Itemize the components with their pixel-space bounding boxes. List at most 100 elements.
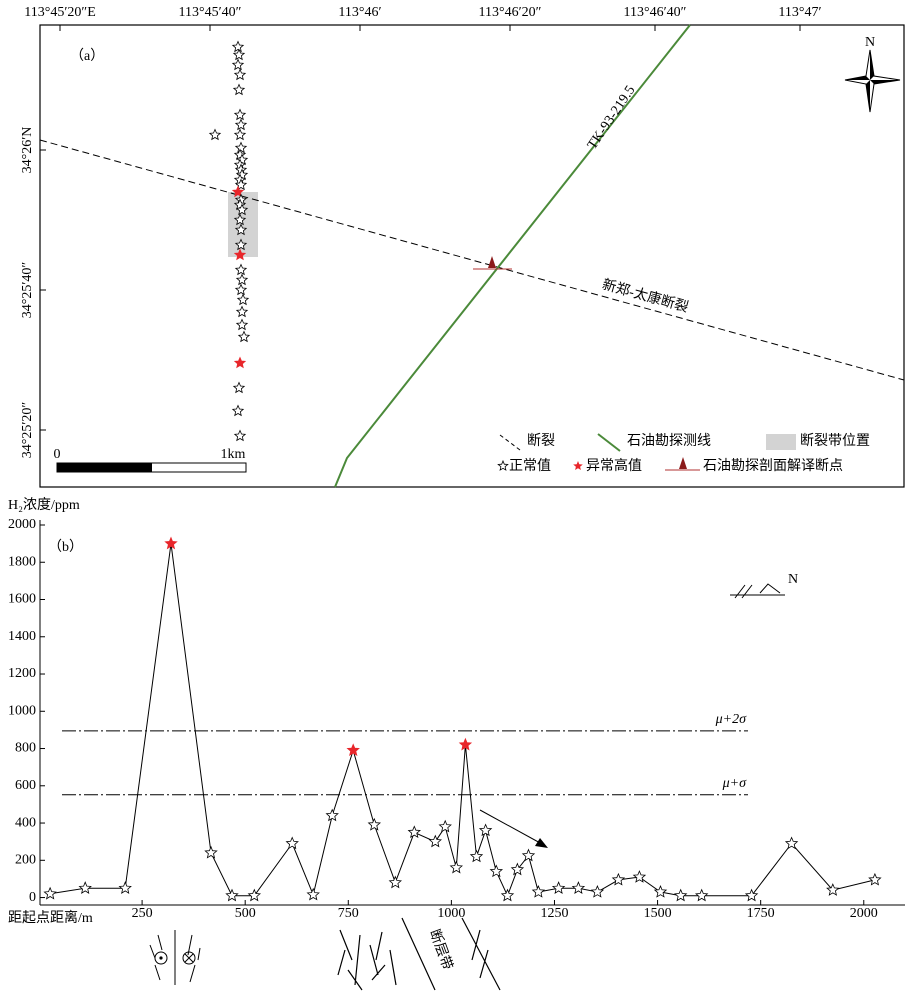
normal-site [239,332,249,342]
x-tick-label: 2000 [850,906,878,921]
data-point [502,890,513,901]
normal-site [235,70,245,80]
data-point [249,890,260,901]
into-page-x [185,954,193,962]
legend-zone [766,434,796,450]
normal-site [236,285,246,295]
map-panel-label: （a） [70,48,104,64]
survey-line-label: TK-93-219.5 [585,83,639,152]
longitude-label: 113°45′40″ [179,5,242,20]
y-tick-label: 400 [15,815,36,830]
data-point [746,890,757,901]
y-tick-label: 1600 [8,592,36,607]
data-point [573,882,584,893]
fault-label: 新郑-太康断裂 [600,276,690,316]
latitude-label: 34°25′40″ [20,262,35,319]
legend-label: 断裂带位置 [800,433,870,449]
longitude-label: 113°46′ [338,5,381,20]
x-axis-title: 距起点距离/m [8,909,93,926]
data-point [287,838,298,849]
longitude-label: 113°45′20″E [24,5,96,20]
y-tick-label: 1800 [8,554,36,569]
fault-sketch [150,930,200,985]
data-point [226,890,237,901]
out-of-page-dot [159,956,162,959]
y-tick-label: 200 [15,853,36,868]
data-line [50,544,875,896]
legend-label: 石油勘探剖面解译断点 [703,458,843,474]
x-tick-label: 1250 [540,906,568,921]
latitude-label: 34°26′N [20,127,35,174]
longitude-label: 113°46′20″ [479,5,542,20]
data-point [655,886,666,897]
breakpoint-mark [488,256,496,268]
data-point [480,825,491,836]
latitude-label: 34°25′20″ [20,402,35,459]
data-point [430,836,441,847]
legend-normal [498,461,508,470]
scale-label: 0 [54,447,61,462]
legend-anomaly [573,461,583,470]
x-tick-label: 1750 [747,906,775,921]
reference-label: μ+σ [722,776,747,791]
anomaly-point [348,744,359,755]
scale-bar-fill [57,463,152,472]
data-point [409,826,420,837]
y-tick-label: 1200 [8,666,36,681]
data-point [869,874,880,885]
data-point [592,886,603,897]
normal-site [238,295,248,305]
y-tick-label: 0 [29,890,36,905]
data-point [786,838,797,849]
data-point [327,810,338,821]
y-axis-title: H₂浓度/ppm [8,497,80,513]
data-point [44,888,55,899]
normal-site [237,320,247,330]
chart-north: N [788,572,798,587]
x-tick-label: 1500 [644,906,672,921]
normal-site [233,60,243,70]
y-tick-label: 1400 [8,629,36,644]
normal-site [233,42,243,52]
normal-site [236,120,246,130]
x-tick-label: 250 [132,906,153,921]
zone-sketch [338,918,500,990]
data-point [308,889,319,900]
normal-site [235,110,245,120]
zone-label: 断层带 [426,927,455,972]
normal-site [235,130,245,140]
fault-line [40,140,904,380]
y-tick-label: 1000 [8,703,36,718]
legend-label: 异常高值 [586,457,642,474]
reference-label: μ+2σ [715,712,747,727]
data-point [613,874,624,885]
normal-site [210,130,220,140]
data-point [369,819,380,830]
normal-site [235,431,245,441]
data-point [205,847,216,858]
data-point [696,890,707,901]
legend-label: 断裂 [527,433,555,449]
data-point [533,886,544,897]
y-tick-label: 800 [15,741,36,756]
normal-site [233,406,243,416]
normal-site [234,383,244,393]
survey-line [335,25,690,487]
y-tick-label: 600 [15,778,36,793]
legend-survey [598,434,620,451]
north-symbol [730,584,785,598]
data-point [471,851,482,862]
normal-site [236,265,246,275]
figure: （a） （b） 113°45′20″E113°45′40″113°46′113°… [0,0,905,994]
trend-arrow [480,810,542,844]
data-point [440,821,451,832]
data-point [80,882,91,893]
scale-label: 1km [221,447,246,462]
map-frame [40,25,904,487]
anomaly-site [235,358,245,368]
trend-arrowhead [535,838,548,848]
data-point [451,862,462,873]
normal-site [237,307,247,317]
longitude-label: 113°47′ [778,5,821,20]
legend-label: 石油勘探测线 [627,433,711,449]
